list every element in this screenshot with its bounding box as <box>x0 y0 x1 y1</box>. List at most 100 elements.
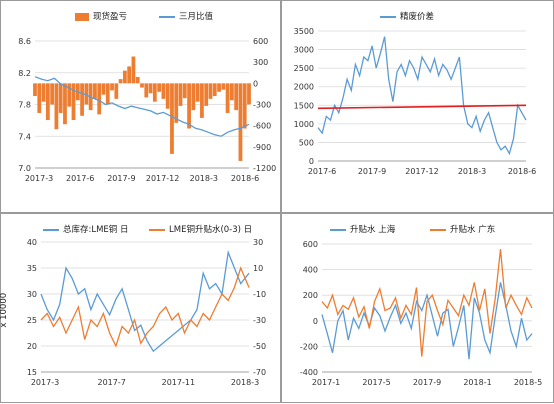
bar <box>165 83 170 109</box>
bar <box>114 83 119 99</box>
bar <box>118 79 123 84</box>
bar <box>238 83 243 161</box>
legend-swatch-blue <box>380 16 396 19</box>
bar <box>58 83 63 113</box>
x-tick-label: 2017-3 <box>31 378 59 387</box>
y-tick-label: 2000 <box>294 83 314 92</box>
y2-tick-label: -300 <box>253 101 271 110</box>
x-tick-label: 2017-3 <box>25 174 53 183</box>
y2-tick-label: -70 <box>253 368 266 377</box>
legend-swatch-blue <box>43 229 59 232</box>
y-tick-label: 8.2 <box>18 69 31 78</box>
legend-label: 总库存:LME铜 日 <box>63 225 129 235</box>
y-tick-label: 25 <box>27 316 37 325</box>
x-tick-label: 2018-3 <box>458 167 486 176</box>
legend-guangdong: 升贴水 广东 <box>430 226 495 235</box>
series-line <box>34 76 250 137</box>
bar <box>157 83 162 92</box>
y-tick-label: 15 <box>27 368 37 377</box>
bar <box>54 83 59 130</box>
y2-tick-label: 10 <box>253 264 263 273</box>
y2-tick-label: 30 <box>253 238 263 247</box>
y-tick-label: 40 <box>27 238 37 247</box>
bar <box>127 66 132 84</box>
series-line <box>317 104 527 110</box>
legend-swatch-blue <box>330 229 346 232</box>
x-tick-label: 2018-3 <box>231 378 259 387</box>
y-tick-label: 20 <box>27 342 37 351</box>
bar <box>225 83 230 113</box>
bar <box>152 83 157 102</box>
bar <box>212 83 217 97</box>
series-line <box>40 249 250 353</box>
bar <box>63 83 67 125</box>
y-tick-label: 7.4 <box>18 132 31 141</box>
bar <box>122 70 127 84</box>
y2-tick-label: -30 <box>253 316 266 325</box>
chart-panel-refined-scrap-spread: 精废价差 0 500 1000 1500 2000 2500 3000 3500 2017-6 2… <box>281 0 554 213</box>
y2-tick-label: -50 <box>253 342 266 351</box>
chart-svg: 7.0 7.4 7.8 8.2 8.6 -1200 -900 -600 -300 0 300 600 2… <box>18 37 276 183</box>
legend-label: 升贴水 上海 <box>350 225 396 235</box>
bar <box>71 83 76 121</box>
y-tick-label: 400 <box>303 266 318 275</box>
bar <box>148 83 153 94</box>
x-tick-label: 2017-5 <box>362 378 390 387</box>
y-tick-label: 7.8 <box>18 101 31 110</box>
bar <box>204 83 209 106</box>
legend-three-month-ratio: 三月比值 <box>159 13 213 22</box>
bar <box>135 76 140 84</box>
bar <box>200 83 204 118</box>
y-tick-label: 7.0 <box>18 164 31 173</box>
bar <box>221 83 226 90</box>
x-tick-label: 2018-6 <box>508 167 536 176</box>
bar <box>208 83 213 99</box>
legend-label: 三月比值 <box>179 12 214 22</box>
chart-panel-lme-stock-spread: 总库存:LME铜 日 LME铜升贴水(0-3) 日 x 10000 15 20 25… <box>0 213 281 403</box>
legend-lme-spread: LME铜升贴水(0-3) 日 <box>149 226 252 235</box>
x-tick-label: 2017-12 <box>405 167 438 176</box>
bar <box>174 83 179 123</box>
legend-swatch-orange <box>149 229 165 232</box>
x-tick-label: 2018-5 <box>514 378 542 387</box>
chart-panel-spot-vs-ratio: 现货盈亏 三月比值 7.0 7.4 7.8 8.2 8.6 -1200 -900 -600 -3… <box>0 0 281 213</box>
x-tick-label: 2017-7 <box>97 378 125 387</box>
legend-spot-pnl: 现货盈亏 <box>75 13 127 22</box>
y-tick-label: 30 <box>27 290 37 299</box>
y2-tick-label: 0 <box>253 79 258 88</box>
bar <box>84 83 89 105</box>
x-tick-label: 2017-11 <box>162 378 195 387</box>
chart-svg: 0 500 1000 1500 2000 2500 3000 3500 2017-6 2017-9… <box>294 27 537 176</box>
chart-svg: -400 -200 0 200 400 600 2017-1 2017-5 2017-9 2018… <box>300 240 542 387</box>
bar <box>33 83 37 97</box>
y-tick-label: 3000 <box>294 46 314 55</box>
bar <box>97 83 102 115</box>
y-tick-label: 8.6 <box>18 37 31 46</box>
bar <box>101 83 106 95</box>
x-tick-label: 2017-6 <box>308 167 336 176</box>
x-tick-label: 2017-6 <box>66 174 94 183</box>
bar <box>161 83 166 99</box>
y-tick-label: 2500 <box>294 64 314 73</box>
y-tick-label: -200 <box>300 342 318 351</box>
y-tick-label: 35 <box>27 264 37 273</box>
bar <box>217 83 221 92</box>
y2-tick-label: -10 <box>253 290 266 299</box>
bar <box>144 83 149 98</box>
bar <box>229 83 234 101</box>
bar <box>131 56 136 84</box>
bar <box>110 83 114 91</box>
x-tick-label: 2018-3 <box>190 174 218 183</box>
y-tick-label: 0 <box>309 157 314 166</box>
bar <box>67 83 72 107</box>
bar <box>45 83 50 121</box>
series-line <box>321 282 533 360</box>
y-tick-label: 3500 <box>294 27 314 36</box>
y2-tick-label: -600 <box>253 122 271 131</box>
chart-title: 精废价差 <box>380 13 434 22</box>
legend-swatch-orange <box>430 229 446 232</box>
bar <box>191 83 196 111</box>
bar <box>178 83 183 106</box>
bar <box>50 83 55 105</box>
y-tick-label: 0 <box>313 317 318 326</box>
